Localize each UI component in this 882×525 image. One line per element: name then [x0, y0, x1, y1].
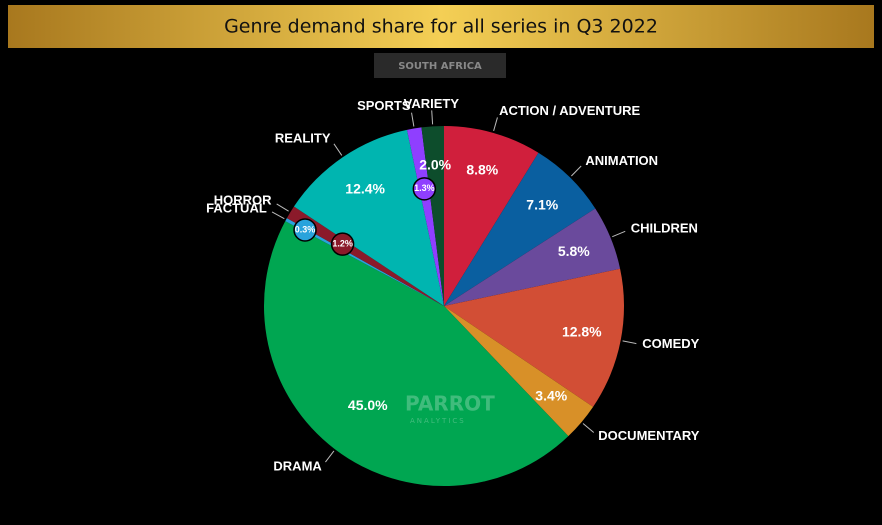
value-label: 5.8% [558, 243, 590, 259]
category-label: ACTION / ADVENTURE [499, 103, 640, 118]
leader-line [493, 117, 498, 132]
chart-title: Genre demand share for all series in Q3 … [224, 16, 658, 38]
value-label: 12.8% [562, 324, 602, 340]
leader-line [582, 423, 595, 433]
category-label: HORROR [214, 192, 272, 207]
subtitle: SOUTH AFRICA [398, 61, 482, 72]
value-label: 0.3% [295, 224, 316, 234]
pie-slice [444, 306, 594, 437]
pie-slice [444, 126, 539, 306]
category-label: ANIMATION [585, 153, 658, 168]
value-label: 45.0% [348, 397, 388, 413]
pie-slice [406, 127, 444, 306]
leader-line [571, 165, 582, 177]
value-label: 3.4% [535, 387, 567, 403]
value-label: 1.2% [332, 239, 353, 249]
category-label: COMEDY [642, 336, 699, 351]
leader-line [612, 230, 626, 238]
leader-line [276, 203, 289, 212]
leader-line [333, 143, 343, 156]
watermark: PARROT [405, 392, 495, 416]
value-label: 7.1% [526, 196, 558, 212]
pie-slice [286, 206, 444, 306]
value-label: 8.8% [466, 162, 498, 178]
category-label: SPORTS [357, 98, 411, 113]
category-label: VARIETY [404, 96, 460, 111]
leader-line [271, 211, 285, 220]
leader-line [411, 112, 415, 127]
leader-line [325, 450, 335, 463]
category-label: FACTUAL [206, 200, 267, 215]
pie-slice [285, 218, 444, 306]
pie-slice [444, 152, 596, 306]
pie-slice [263, 221, 569, 487]
pie-slice [421, 126, 444, 306]
value-label: 12.4% [345, 181, 385, 197]
value-badge [293, 218, 317, 242]
category-label: DOCUMENTARY [598, 428, 699, 443]
category-label: CHILDREN [631, 221, 698, 236]
leader-line [431, 110, 434, 125]
value-badge [412, 177, 437, 201]
value-badge [330, 232, 355, 256]
value-label: 1.3% [414, 183, 435, 193]
leader-line [622, 340, 637, 345]
watermark: ANALYTICS [410, 417, 466, 425]
subtitle-box [374, 53, 506, 78]
pie-slice [444, 268, 625, 407]
title-bar [8, 5, 874, 48]
category-label: REALITY [275, 130, 331, 145]
pie: ACTION / ADVENTURE 8.8% ANIMATION 7.1% CHILD… [206, 96, 700, 487]
pie-slice [444, 208, 621, 306]
value-label: 2.0% [419, 157, 451, 173]
category-label: DRAMA [273, 458, 322, 473]
pie-slice [293, 129, 444, 306]
